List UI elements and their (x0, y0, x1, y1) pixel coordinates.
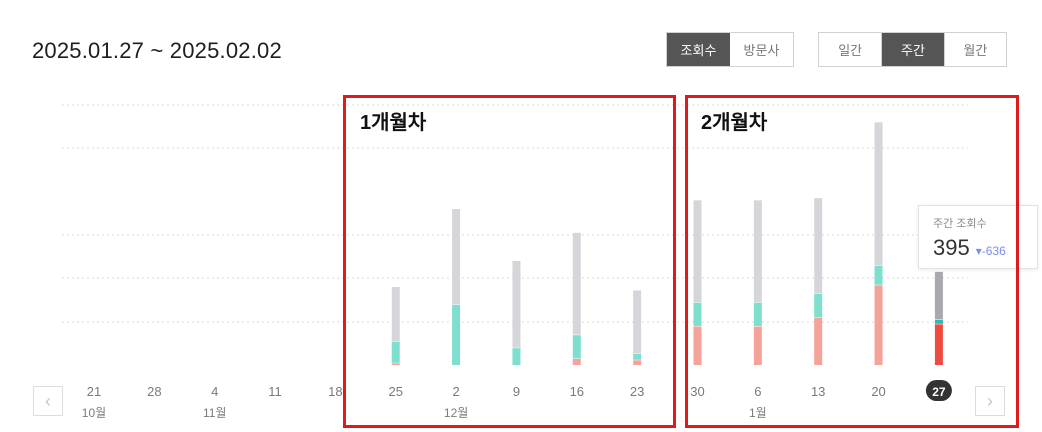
month-label: 11월 (203, 406, 227, 420)
tab-monthly[interactable]: 월간 (943, 33, 1007, 66)
tab-views[interactable]: 조회수 (667, 33, 730, 66)
bar-segment-bottom-13 (814, 317, 823, 365)
x-tick-label: 4 (211, 384, 218, 399)
x-tick-label: 28 (147, 384, 161, 399)
bar-segment-middle-27 (934, 319, 943, 324)
bar-segment-bottom-6 (753, 326, 762, 365)
arrow-down-icon: ▾ (975, 244, 982, 258)
tab-daily[interactable]: 일간 (819, 33, 882, 66)
x-tick-label: 21 (87, 384, 101, 399)
annotation-label-month-2: 2개월차 (701, 112, 768, 134)
month-label: 12월 (444, 406, 468, 420)
bar-segment-middle-30 (693, 302, 702, 326)
tooltip-delta: -636 (981, 244, 1006, 258)
bar-segment-top-16 (572, 232, 581, 335)
x-tick-label: 20 (871, 384, 885, 399)
bar-segment-bottom-27 (934, 323, 943, 365)
x-tick-label: 11 (268, 384, 282, 399)
bar-segment-top-9 (512, 261, 521, 348)
month-label: 1월 (749, 406, 767, 420)
bar-segment-top-25 (391, 287, 400, 342)
tooltip-label: 주간 조회수 (933, 218, 987, 230)
metric-toggle: 조회수 방문사 (666, 32, 794, 67)
bar-segment-middle-6 (753, 302, 762, 326)
x-tick-label: 30 (690, 384, 704, 399)
x-tick-label: 6 (754, 384, 761, 399)
date-range-title: 2025.01.27 ~ 2025.02.02 (32, 38, 282, 63)
period-toggle: 일간 주간 월간 (818, 32, 1007, 67)
bar-segment-middle-9 (512, 347, 521, 365)
bar-segment-top-23 (633, 290, 642, 354)
bar-segment-top-20 (874, 122, 883, 266)
tab-weekly[interactable]: 주간 (881, 33, 944, 66)
chart-next-button[interactable]: › (975, 386, 1005, 416)
annotation-label-month-1: 1개월차 (360, 112, 427, 134)
bar-segment-middle-13 (814, 293, 823, 318)
x-tick-label: 27 (932, 385, 946, 399)
chevron-left-icon: ‹ (45, 390, 51, 411)
bar-segment-top-27 (934, 271, 943, 320)
bar-segment-middle-16 (572, 334, 581, 359)
chevron-right-icon: › (987, 390, 993, 411)
bar-segment-middle-25 (391, 341, 400, 363)
x-tick-label: 16 (570, 384, 584, 399)
chart-prev-button[interactable]: ‹ (33, 386, 63, 416)
bar-segment-bottom-20 (874, 284, 883, 365)
bar-segment-top-6 (753, 200, 762, 303)
bar-segment-bottom-25 (391, 362, 400, 365)
annotation-box-month-1 (343, 95, 676, 428)
tab-visitors[interactable]: 방문사 (730, 33, 793, 66)
bar-segment-bottom-30 (693, 326, 702, 365)
annotation-box-month-2 (685, 95, 1019, 428)
x-tick-label: 25 (389, 384, 403, 399)
x-tick-label: 2 (452, 384, 459, 399)
selected-tick-badge (925, 380, 952, 401)
bar-segment-bottom-16 (572, 358, 581, 365)
bar-segment-top-2 (452, 209, 461, 305)
bar-segment-top-30 (693, 200, 702, 303)
bar-segment-bottom-23 (633, 359, 642, 365)
bar-divider-25-0 (391, 362, 400, 364)
x-tick-label: 23 (630, 384, 644, 399)
x-tick-label: 9 (513, 384, 520, 399)
month-label: 10월 (82, 406, 106, 420)
x-tick-label: 13 (811, 384, 825, 399)
bar-segment-middle-2 (452, 304, 461, 365)
bar-segment-top-13 (814, 198, 823, 294)
bar-segment-middle-23 (633, 353, 642, 360)
x-tick-label: 18 (328, 384, 342, 399)
tooltip-value: 395 (933, 235, 970, 260)
bar-segment-middle-20 (874, 265, 883, 285)
